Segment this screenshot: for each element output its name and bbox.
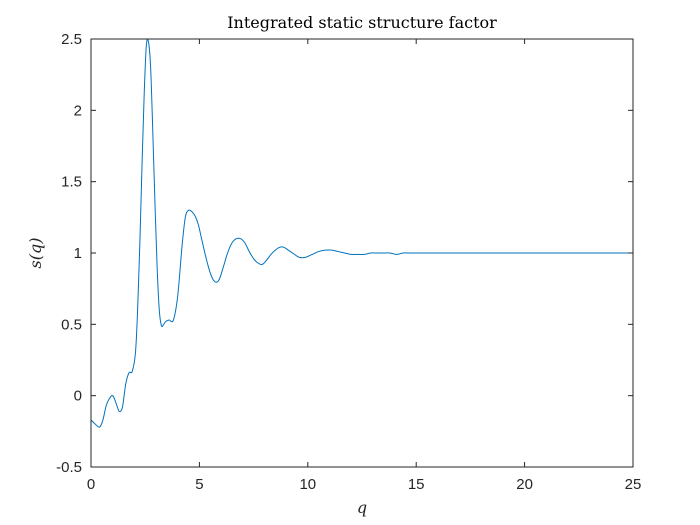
y-tick-label: 1 <box>74 245 82 262</box>
x-tick-label: 15 <box>408 476 425 493</box>
x-tick-label: 0 <box>87 476 95 493</box>
x-tick-label: 25 <box>625 476 642 493</box>
chart-title: Integrated static structure factor <box>227 13 497 32</box>
y-tick-label: 0 <box>74 388 82 405</box>
x-tick-label: 20 <box>516 476 533 493</box>
x-tick-label: 5 <box>195 476 203 493</box>
series-layer <box>90 38 633 428</box>
x-axis-label: q <box>357 498 367 517</box>
tick-labels-layer: 0 5 10 15 20 25 -0.5 0 0.5 1 1.5 2 2.5 <box>56 31 641 493</box>
plot-frame <box>90 38 634 468</box>
y-tick-label: 2.5 <box>61 31 82 48</box>
y-axis-label: s(q) <box>26 238 45 269</box>
series-line <box>90 38 633 428</box>
y-tick-label: 1.5 <box>61 174 82 191</box>
x-tick-label: 10 <box>299 476 316 493</box>
y-tick-label: 2 <box>74 102 82 119</box>
y-tick-label: -0.5 <box>56 459 82 476</box>
y-tick-label: 0.5 <box>61 316 82 333</box>
